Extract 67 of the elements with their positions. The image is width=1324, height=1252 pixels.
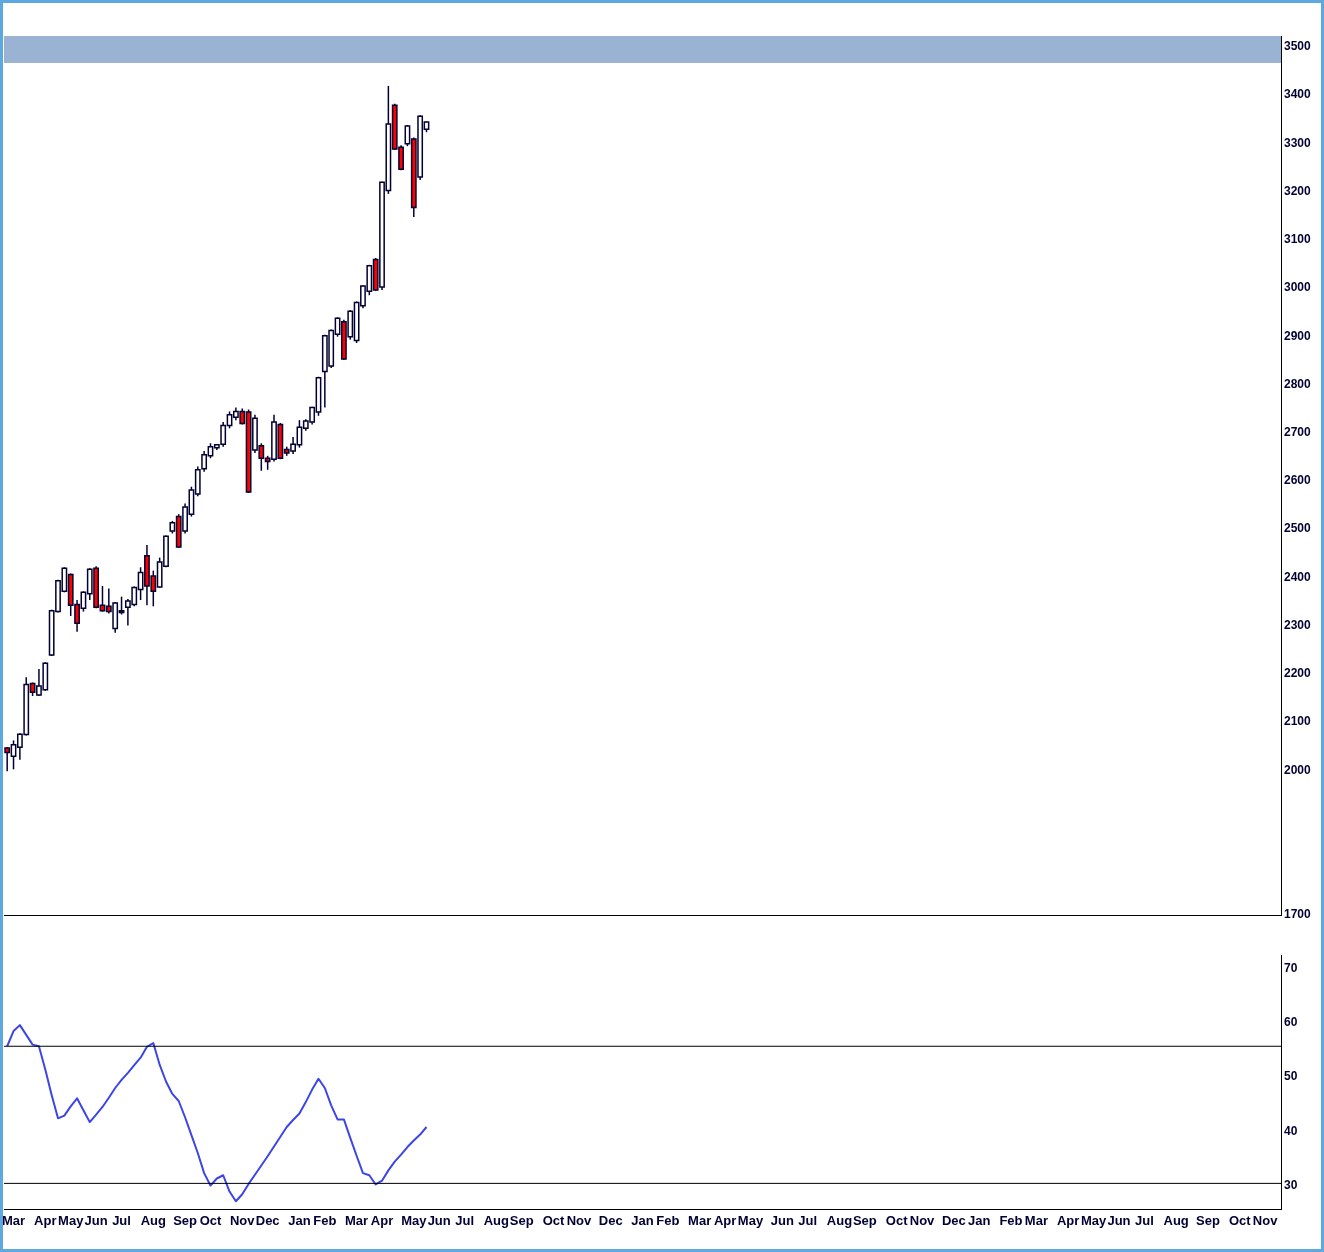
y-tick-label: 3200 — [1284, 183, 1312, 198]
x-tick-label: Jun — [84, 1212, 108, 1228]
x-tick-label: Feb — [656, 1212, 680, 1228]
x-tick-label: Sep — [852, 1212, 877, 1228]
x-tick-label: May — [401, 1212, 428, 1228]
y-tick-label: 2200 — [1284, 666, 1312, 681]
y-tick-label: 2800 — [1284, 376, 1312, 391]
x-tick-label: Nov — [1252, 1212, 1279, 1228]
y-tick-label: 2400 — [1284, 569, 1312, 584]
y-tick-label: 2000 — [1284, 762, 1312, 777]
x-tick-label: Jul — [798, 1212, 818, 1228]
y-tick-label: 2100 — [1284, 714, 1312, 729]
y-tick-label: 50 — [1284, 1069, 1298, 1084]
x-tick-label: Oct — [885, 1212, 909, 1228]
y-tick-label: 3500 — [1284, 39, 1312, 54]
x-tick-label: Apr — [713, 1212, 737, 1228]
y-tick-label: 2300 — [1284, 617, 1312, 632]
x-tick-label: Jul — [112, 1212, 131, 1228]
x-tick-label: Jan — [968, 1212, 991, 1228]
x-tick-label: Oct — [1228, 1212, 1252, 1228]
y-tick-label: 2500 — [1284, 521, 1312, 536]
x-tick-label: Aug — [826, 1212, 853, 1228]
x-tick-label: Dec — [255, 1212, 280, 1228]
y-tick-label: 3300 — [1284, 135, 1312, 150]
y-tick-label: 3400 — [1284, 87, 1312, 102]
x-tick-label: Apr — [370, 1212, 394, 1228]
x-tick-label: Sep — [1196, 1212, 1220, 1228]
x-tick-label: Aug — [483, 1212, 510, 1228]
x-tick-label: Oct — [199, 1212, 222, 1228]
x-tick-label: Sep — [173, 1212, 198, 1228]
x-tick-label: Apr — [1056, 1212, 1080, 1228]
x-tick-label: May — [1080, 1212, 1107, 1228]
x-tick-label: Nov — [566, 1212, 593, 1228]
x-tick-label: Mar — [688, 1212, 712, 1228]
x-tick-label: Jun — [770, 1212, 794, 1228]
x-tick-label: Oct — [542, 1212, 566, 1228]
y-tick-label: 60 — [1284, 1015, 1298, 1030]
x-tick-label: Mar — [1024, 1212, 1048, 1228]
y-tick-label: 3000 — [1284, 280, 1312, 295]
x-tick-label: Feb — [313, 1212, 337, 1228]
x-tick-label: Mar — [1, 1212, 26, 1228]
x-tick-label: Dec — [941, 1212, 966, 1228]
x-tick-label: Aug — [140, 1212, 166, 1228]
x-tick-label: Jun — [427, 1212, 451, 1228]
y-tick-label: 40 — [1284, 1123, 1298, 1138]
y-tick-label: 2900 — [1284, 328, 1312, 343]
x-tick-label: Jun — [1107, 1212, 1131, 1228]
x-tick-label: Aug — [1163, 1212, 1189, 1228]
x-tick-label: Jul — [455, 1212, 475, 1228]
x-tick-label: Mar — [345, 1212, 369, 1228]
x-tick-label: Dec — [598, 1212, 623, 1228]
x-tick-label: Jan — [631, 1212, 654, 1228]
y-tick-label: 2700 — [1284, 424, 1312, 439]
x-tick-label: Jul — [1135, 1212, 1154, 1228]
y-tick-label: 3100 — [1284, 232, 1312, 247]
x-tick-label: Jan — [288, 1212, 311, 1228]
y-tick-label: 30 — [1284, 1177, 1298, 1192]
x-tick-label: Feb — [999, 1212, 1023, 1228]
y-tick-label: 1700 — [1284, 907, 1312, 922]
x-tick-label: Apr — [34, 1212, 57, 1228]
x-tick-label: May — [737, 1212, 764, 1228]
x-tick-label: Nov — [909, 1212, 936, 1228]
y-tick-label: 70 — [1284, 961, 1298, 976]
y-tick-label: 2600 — [1284, 473, 1312, 488]
x-tick-label: May — [58, 1212, 85, 1228]
x-tick-label: Nov — [229, 1212, 256, 1228]
x-tick-label: Sep — [509, 1212, 534, 1228]
